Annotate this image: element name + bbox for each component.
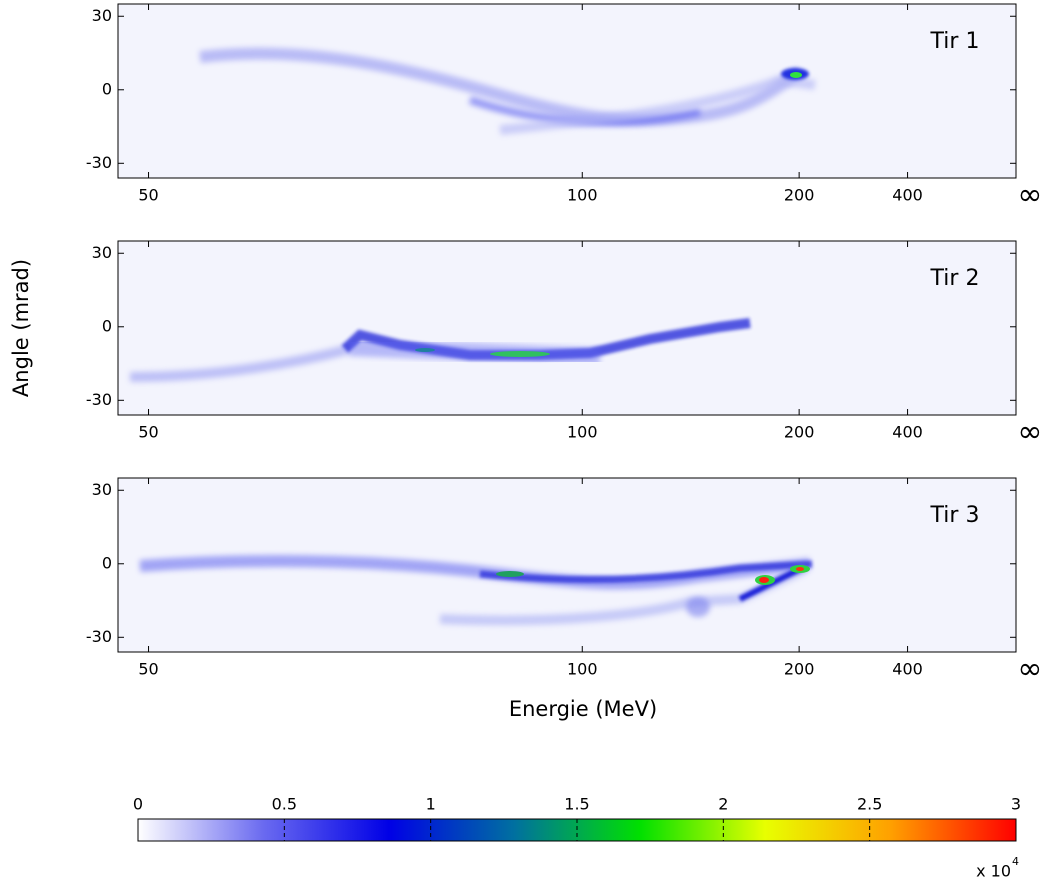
- x-axis-label: Energie (MeV): [509, 697, 657, 721]
- x-tick-label: ∞: [1018, 178, 1043, 213]
- x-tick-label: 400: [892, 660, 923, 679]
- hotspot: [415, 348, 435, 352]
- plot-frame: [117, 477, 1017, 653]
- blob: [686, 597, 710, 617]
- y-tick-label: 30: [92, 6, 112, 25]
- colorbar-tick-label: 2.5: [857, 795, 882, 814]
- x-tick-label: 400: [892, 423, 923, 442]
- x-tick-label: 50: [138, 660, 158, 679]
- panel-title: Tir 3: [930, 503, 980, 528]
- colorbar-tick-label: 0: [133, 795, 143, 814]
- y-tick-label: 30: [92, 243, 112, 262]
- colorbar-exponent: 4: [1012, 855, 1019, 868]
- x-tick-label: ∞: [1018, 652, 1043, 687]
- streak: [129, 344, 352, 382]
- colorbar-tick-label: 3: [1011, 795, 1021, 814]
- panel-3-image: [118, 478, 1016, 652]
- y-tick-label: 0: [102, 79, 112, 98]
- x-tick-label: 100: [567, 660, 598, 679]
- colorbar-tick-label: 2: [718, 795, 728, 814]
- y-tick-label: 0: [102, 316, 112, 335]
- hotspot: [759, 577, 769, 583]
- streak: [199, 47, 804, 126]
- panel-title: Tir 1: [930, 29, 980, 54]
- hotspot: [496, 571, 524, 577]
- y-tick-label: 0: [102, 553, 112, 572]
- x-tick-label: 200: [784, 186, 815, 205]
- plot-frame: [117, 3, 1017, 179]
- x-tick-label: 100: [567, 186, 598, 205]
- hotspot: [796, 567, 804, 571]
- x-tick-label: 50: [138, 423, 158, 442]
- y-tick-label: 30: [92, 480, 112, 499]
- panel-title: Tir 2: [930, 266, 980, 291]
- panel-1-image: [118, 4, 1016, 178]
- heatmap-images: [118, 4, 1016, 652]
- colorbar-tick-label: 1.5: [564, 795, 589, 814]
- y-tick-label: -30: [86, 390, 112, 409]
- background: [118, 241, 1016, 415]
- x-tick-label: 200: [784, 660, 815, 679]
- y-tick-label: -30: [86, 627, 112, 646]
- colorbar-tick-label: 1: [426, 795, 436, 814]
- y-tick-label: -30: [86, 153, 112, 172]
- hotspot: [490, 351, 550, 357]
- y-axis-label: Angle (mrad): [9, 259, 33, 397]
- x-tick-label: 100: [567, 423, 598, 442]
- x-tick-label: ∞: [1018, 415, 1043, 450]
- colorbar-tick-label: 0.5: [272, 795, 297, 814]
- background: [118, 4, 1016, 178]
- colorbar-multiplier: x 10: [976, 862, 1011, 881]
- panel-2-image: [118, 241, 1016, 415]
- streak: [499, 74, 816, 135]
- hotspot: [790, 72, 802, 78]
- streak: [349, 338, 601, 366]
- x-tick-label: 50: [138, 186, 158, 205]
- plot-frame: [117, 240, 1017, 416]
- x-tick-label: 400: [892, 186, 923, 205]
- x-tick-label: 200: [784, 423, 815, 442]
